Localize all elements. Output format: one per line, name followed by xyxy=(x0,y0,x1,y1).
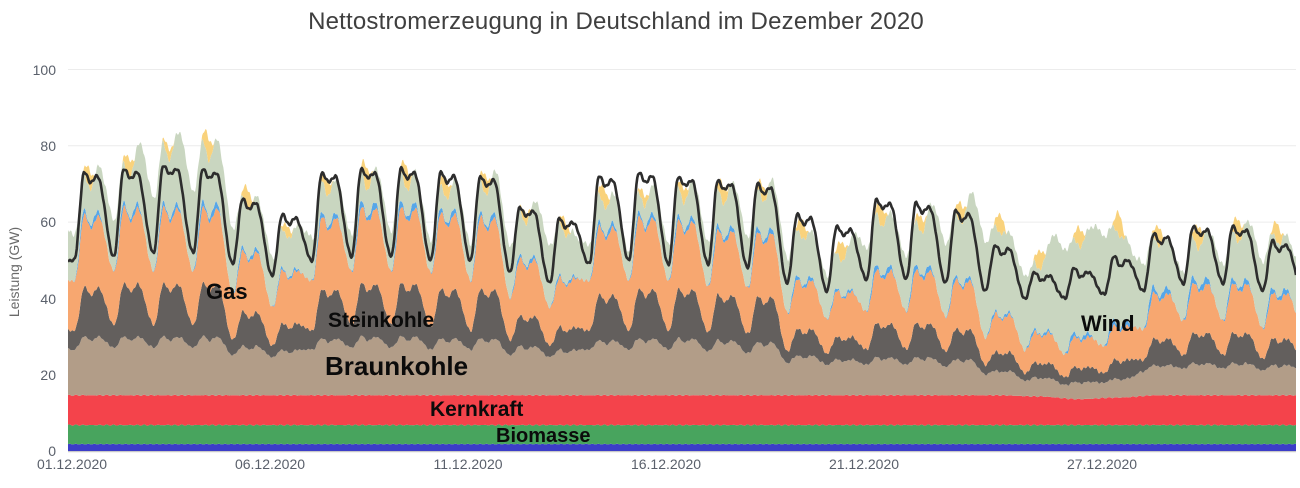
series-label-braunkohle: Braunkohle xyxy=(325,351,469,381)
x-tick-1: 01.12.2020 xyxy=(36,456,108,472)
series-label-biomasse: Biomasse xyxy=(496,425,591,447)
y-tick-40: 40 xyxy=(40,291,56,307)
y-tick-20: 20 xyxy=(40,367,56,383)
area-wind xyxy=(68,131,1296,356)
x-tick-16: 16.12.2020 xyxy=(630,456,702,472)
x-tick-21: 21.12.2020 xyxy=(828,456,900,472)
y-tick-60: 60 xyxy=(40,214,56,230)
y-tick-100: 100 xyxy=(32,62,56,78)
y-tick-0: 0 xyxy=(48,443,56,459)
area-gas xyxy=(68,205,1296,378)
y-tick-80: 80 xyxy=(40,138,56,154)
area-steinkohle xyxy=(68,281,1296,386)
area-kernkraft xyxy=(68,394,1296,426)
series-label-kernkraft: Kernkraft xyxy=(430,398,524,421)
load-line xyxy=(68,165,1296,301)
x-tick-6: 06.12.2020 xyxy=(234,456,306,472)
chart-title: Nettostromerzeugung in Deutschland im De… xyxy=(308,8,924,35)
series-label-steinkohle: Steinkohle xyxy=(328,309,435,332)
area-biomasse xyxy=(68,424,1296,445)
series-label-wind: Wind xyxy=(1081,311,1135,336)
series-label-gas: Gas xyxy=(206,279,248,304)
area-braunkohle xyxy=(68,335,1296,400)
area-wasserkraft xyxy=(68,443,1296,451)
x-tick-11: 11.12.2020 xyxy=(433,456,503,472)
x-tick-27: 27.12.2020 xyxy=(1066,456,1138,472)
